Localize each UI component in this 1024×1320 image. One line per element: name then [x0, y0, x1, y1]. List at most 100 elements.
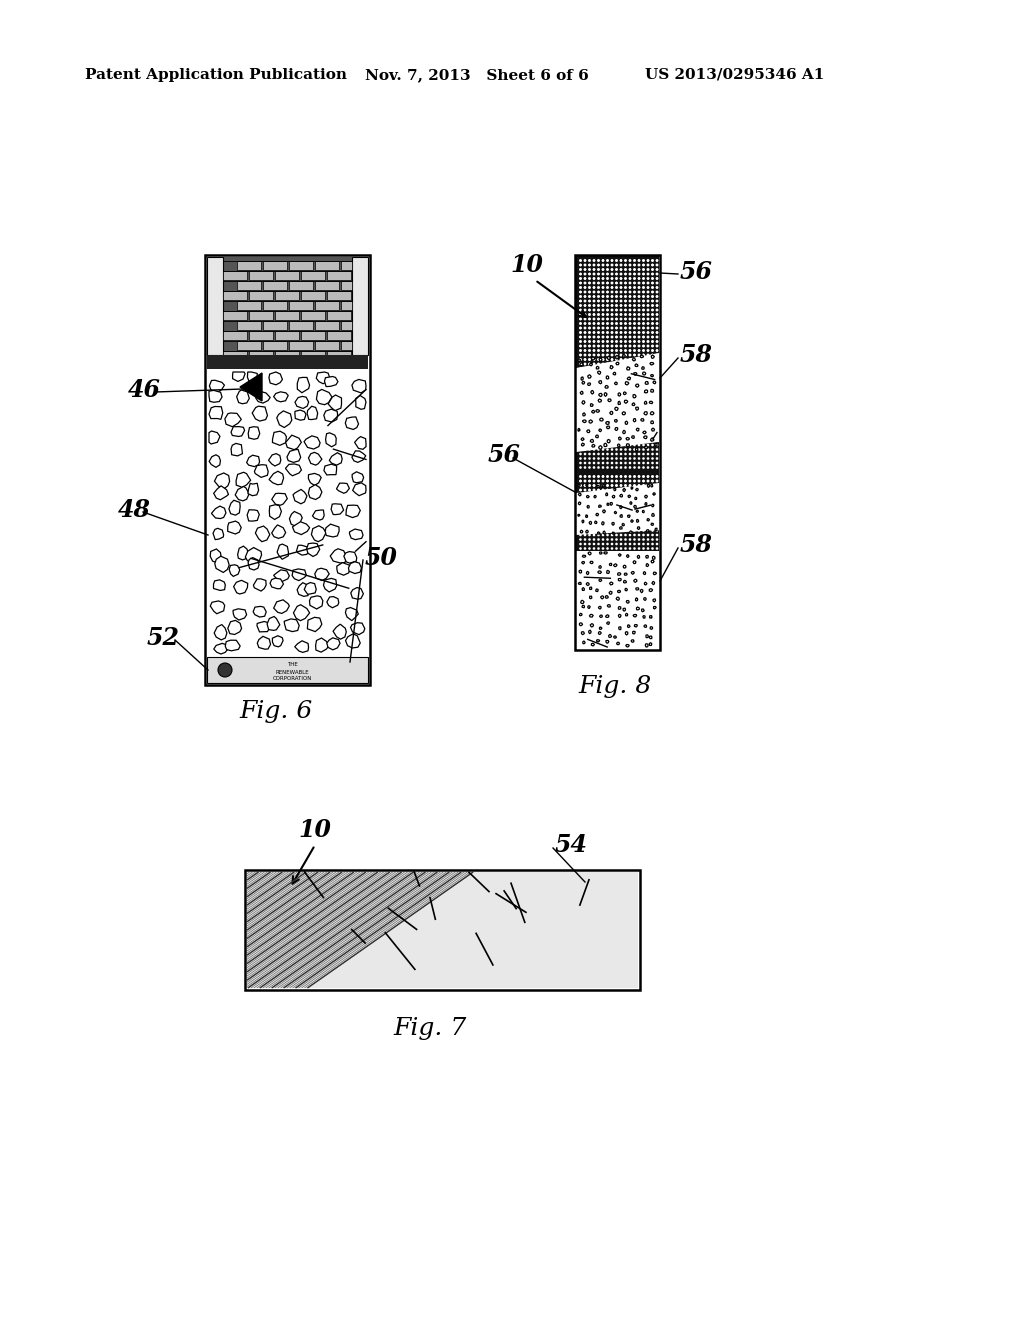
Polygon shape: [326, 433, 336, 446]
Polygon shape: [582, 587, 585, 590]
Polygon shape: [649, 636, 652, 639]
Text: 46: 46: [128, 378, 161, 403]
Polygon shape: [253, 606, 266, 616]
Polygon shape: [636, 407, 639, 411]
Polygon shape: [609, 591, 612, 594]
Polygon shape: [269, 471, 284, 484]
Polygon shape: [637, 527, 640, 529]
Polygon shape: [587, 430, 590, 433]
Polygon shape: [602, 521, 604, 525]
Polygon shape: [651, 504, 654, 507]
Polygon shape: [636, 488, 638, 491]
Polygon shape: [590, 440, 593, 442]
Polygon shape: [287, 449, 301, 462]
Polygon shape: [579, 494, 581, 496]
Polygon shape: [324, 465, 337, 475]
Polygon shape: [249, 290, 273, 300]
Polygon shape: [628, 378, 631, 380]
Polygon shape: [604, 392, 607, 396]
Polygon shape: [608, 635, 611, 638]
Polygon shape: [213, 579, 225, 590]
Polygon shape: [590, 614, 593, 616]
Polygon shape: [644, 624, 646, 627]
Polygon shape: [592, 411, 595, 413]
Polygon shape: [633, 561, 636, 564]
Polygon shape: [628, 495, 631, 498]
Polygon shape: [263, 281, 287, 290]
Polygon shape: [215, 556, 229, 573]
Polygon shape: [247, 455, 259, 467]
Polygon shape: [586, 531, 588, 533]
Polygon shape: [327, 312, 351, 319]
Polygon shape: [263, 321, 287, 330]
Polygon shape: [575, 352, 659, 451]
Polygon shape: [582, 520, 584, 523]
Polygon shape: [297, 378, 309, 393]
Polygon shape: [207, 257, 223, 355]
Polygon shape: [237, 281, 261, 290]
Polygon shape: [624, 565, 626, 568]
Polygon shape: [289, 301, 313, 310]
Polygon shape: [646, 564, 648, 566]
Polygon shape: [604, 444, 607, 446]
Polygon shape: [233, 609, 247, 620]
Polygon shape: [582, 561, 585, 564]
Polygon shape: [609, 582, 613, 585]
Polygon shape: [653, 381, 655, 384]
Polygon shape: [652, 581, 654, 585]
Polygon shape: [225, 640, 241, 651]
Polygon shape: [301, 271, 325, 280]
Polygon shape: [580, 570, 582, 573]
Polygon shape: [614, 381, 617, 384]
Polygon shape: [591, 643, 594, 645]
Polygon shape: [582, 606, 585, 607]
Polygon shape: [646, 635, 648, 638]
Polygon shape: [315, 301, 339, 310]
Polygon shape: [626, 614, 628, 616]
Polygon shape: [644, 412, 647, 414]
Polygon shape: [237, 261, 261, 271]
Polygon shape: [590, 623, 594, 627]
Polygon shape: [626, 437, 630, 440]
Polygon shape: [653, 492, 655, 495]
Polygon shape: [209, 407, 223, 420]
Polygon shape: [575, 473, 659, 550]
Polygon shape: [352, 257, 368, 355]
Polygon shape: [238, 546, 249, 560]
Polygon shape: [606, 426, 609, 429]
Polygon shape: [633, 631, 635, 634]
Polygon shape: [595, 521, 597, 524]
Polygon shape: [352, 483, 366, 496]
Polygon shape: [209, 432, 220, 444]
Polygon shape: [631, 640, 634, 643]
Polygon shape: [606, 376, 608, 379]
Polygon shape: [289, 261, 313, 271]
Polygon shape: [625, 573, 627, 576]
Polygon shape: [618, 614, 621, 618]
Polygon shape: [349, 529, 364, 540]
Polygon shape: [263, 301, 287, 310]
Polygon shape: [284, 619, 299, 631]
Polygon shape: [616, 597, 620, 601]
Polygon shape: [633, 358, 635, 360]
Polygon shape: [644, 582, 647, 585]
Polygon shape: [341, 281, 352, 290]
Polygon shape: [618, 607, 621, 610]
Polygon shape: [301, 312, 325, 319]
Polygon shape: [348, 562, 361, 573]
Polygon shape: [603, 531, 605, 535]
Polygon shape: [210, 380, 224, 392]
Polygon shape: [635, 364, 638, 367]
Polygon shape: [269, 372, 283, 385]
Polygon shape: [254, 465, 268, 478]
Polygon shape: [649, 615, 652, 618]
Polygon shape: [620, 515, 623, 517]
Polygon shape: [596, 589, 598, 591]
Polygon shape: [354, 437, 366, 449]
Polygon shape: [588, 375, 591, 379]
Polygon shape: [615, 428, 617, 430]
Polygon shape: [247, 510, 259, 521]
Polygon shape: [617, 573, 621, 576]
Polygon shape: [253, 579, 266, 591]
Polygon shape: [599, 552, 602, 554]
